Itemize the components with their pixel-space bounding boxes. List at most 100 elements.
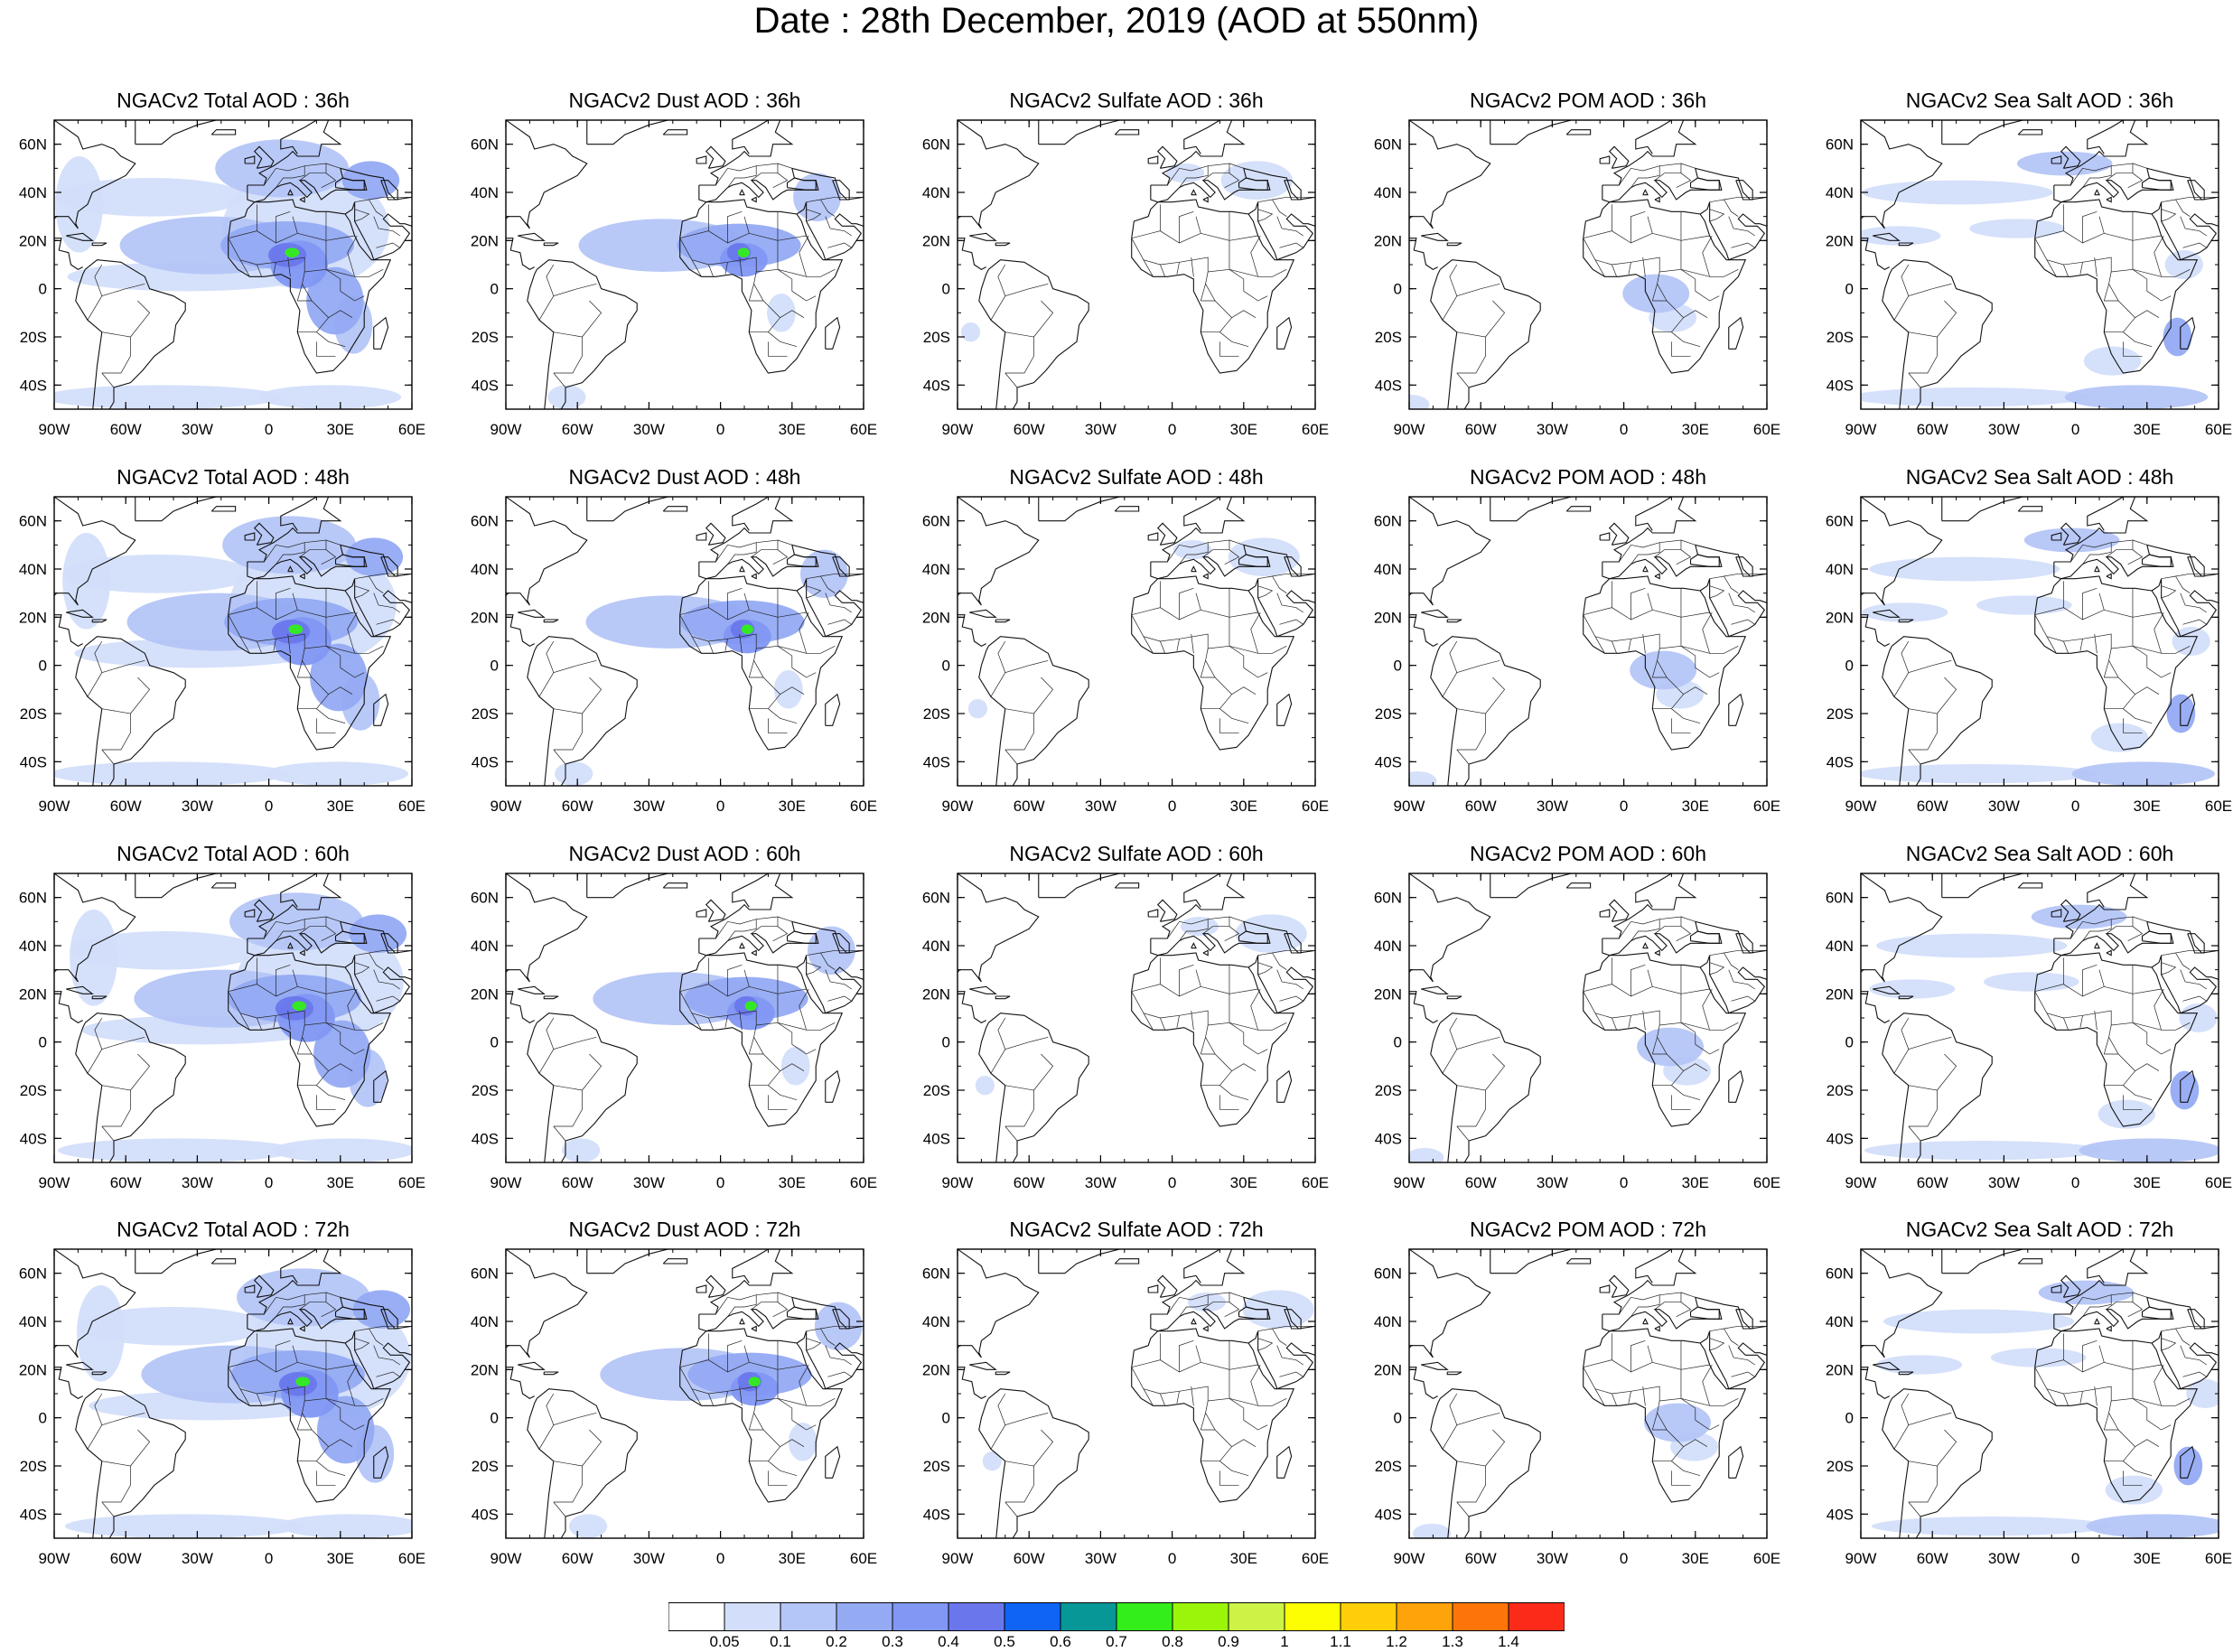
lon-tick-label: 0: [1620, 1174, 1628, 1191]
country-borders: [87, 1292, 412, 1517]
aod-field: [64, 1268, 412, 1538]
aod-blob: [741, 624, 753, 635]
lat-tick-label: 60N: [471, 1265, 499, 1283]
aod-field: [54, 139, 402, 409]
lon-tick-label: 60E: [1302, 1174, 1329, 1191]
lon-tick-label: 60W: [1917, 1550, 1948, 1567]
lat-tick-label: 40S: [1375, 1130, 1402, 1147]
lon-tick-label: 30E: [1682, 1174, 1709, 1191]
lat-tick-label: 40S: [20, 377, 47, 394]
aod-blob: [2098, 1099, 2156, 1129]
aod-blob: [1862, 602, 1948, 622]
lat-tick-label: 40S: [20, 753, 47, 770]
lon-tick-label: 60E: [2205, 1550, 2232, 1567]
aod-blob: [748, 1377, 761, 1386]
aod-field: [1861, 527, 2216, 786]
lat-tick-label: 60N: [1826, 136, 1854, 154]
aod-blob: [57, 1138, 296, 1162]
aod-blob: [77, 1285, 125, 1382]
lat-tick-label: 20N: [471, 609, 499, 626]
lat-tick-label: 0: [491, 1410, 499, 1427]
colorbar-swatch: [780, 1602, 837, 1631]
country-borders: [1442, 163, 1767, 388]
colorbar-swatch: [1284, 1602, 1341, 1631]
panel-title: NGACv2 Sulfate AOD : 36h: [1009, 89, 1263, 112]
lon-tick-label: 0: [716, 798, 724, 815]
lat-tick-label: 40S: [1375, 753, 1402, 770]
aod-field: [1871, 1280, 2219, 1538]
panel-title: NGACv2 Dust AOD : 72h: [569, 1218, 801, 1241]
aod-blob: [1883, 1309, 2075, 1334]
lon-tick-label: 90W: [491, 421, 522, 438]
aod-blob: [807, 926, 855, 975]
aod-blob: [70, 931, 261, 970]
lat-tick-label: 60N: [1374, 136, 1402, 154]
lon-tick-label: 90W: [1845, 421, 1877, 438]
aod-blob: [265, 761, 409, 786]
country-borders: [1893, 163, 2219, 388]
lat-tick-label: 40S: [1375, 377, 1402, 394]
lat-tick-label: 40N: [19, 1313, 47, 1330]
country-borders: [87, 539, 412, 765]
lat-tick-label: 20N: [922, 232, 950, 249]
lat-tick-label: 40N: [19, 938, 47, 955]
aod-blob: [1862, 180, 2053, 205]
country-borders: [538, 1292, 864, 1517]
colorbar-tick-label: 0.8: [1162, 1633, 1183, 1650]
map-panel: 60N 40N 20N 0 20S 40S 90W 60W 30W 0 30E 60E NGACv2 D…: [471, 842, 877, 1191]
lon-tick-label: 60W: [1014, 421, 1045, 438]
aod-blob: [1861, 226, 1941, 246]
colorbar-tick-label: 0.05: [709, 1633, 740, 1650]
aod-blob: [54, 385, 283, 409]
lat-tick-label: 20S: [1827, 705, 1854, 723]
country-borders: [87, 916, 412, 1142]
lon-tick-label: 60E: [398, 798, 425, 815]
lat-tick-label: 40N: [471, 184, 499, 201]
lon-tick-label: 0: [265, 1550, 273, 1567]
lat-tick-label: 20S: [923, 1082, 950, 1099]
panel-title: NGACv2 POM AOD : 60h: [1470, 842, 1706, 865]
aod-blob: [568, 1514, 608, 1538]
aod-blob: [2173, 1446, 2203, 1486]
lat-tick-label: 20S: [20, 705, 47, 723]
panel-title: NGACv2 Total AOD : 72h: [117, 1218, 350, 1241]
lon-tick-label: 60E: [850, 1550, 877, 1567]
aod-blob: [737, 247, 750, 257]
lon-tick-label: 60E: [1302, 798, 1329, 815]
lat-tick-label: 20N: [1826, 232, 1854, 249]
lat-tick-label: 20S: [1375, 705, 1402, 723]
aod-blob: [222, 516, 356, 574]
lon-tick-label: 30E: [1230, 421, 1257, 438]
aod-blob: [279, 1514, 412, 1538]
aod-blob: [2064, 385, 2209, 409]
country-borders: [538, 916, 864, 1142]
lat-tick-label: 40N: [1826, 1313, 1854, 1330]
lat-tick-label: 20S: [1375, 1458, 1402, 1475]
lon-tick-label: 30W: [1537, 798, 1568, 815]
aod-blob: [2179, 1003, 2218, 1032]
aod-blob: [788, 1423, 818, 1461]
aod-blob: [2172, 627, 2210, 656]
aod-blob: [1637, 1027, 1705, 1067]
lat-tick-label: 0: [942, 281, 950, 298]
panel-title: NGACv2 Dust AOD : 36h: [569, 89, 801, 112]
aod-blob: [1861, 764, 2097, 784]
lat-tick-label: 60N: [19, 136, 47, 154]
map-panel: 60N 40N 20N 0 20S 40S 90W 60W 30W 0 30E 60E NGACv2 S…: [1826, 1218, 2232, 1567]
panel-title: NGACv2 Sea Salt AOD : 48h: [1906, 465, 2174, 489]
map-panel: 60N 40N 20N 0 20S 40S 90W 60W 30W 0 30E 60E NGACv2 P…: [1374, 89, 1780, 438]
lat-tick-label: 40S: [472, 753, 499, 770]
colorbar-tick-label: 0.2: [826, 1633, 847, 1650]
aod-field: [1409, 1027, 1711, 1162]
aod-field: [1864, 904, 2219, 1162]
country-borders: [87, 163, 412, 388]
lon-tick-label: 30W: [1988, 1550, 2020, 1567]
lon-tick-label: 60E: [850, 798, 877, 815]
lon-tick-label: 0: [1168, 798, 1176, 815]
lat-tick-label: 40N: [19, 561, 47, 578]
lon-tick-label: 60W: [1465, 1174, 1497, 1191]
map-panel: 60N 40N 20N 0 20S 40S 90W 60W 30W 0 30E 60E NGACv2 T…: [19, 1218, 425, 1567]
aod-blob: [1869, 556, 2060, 582]
lat-tick-label: 40N: [1374, 938, 1402, 955]
panel-title: NGACv2 Sulfate AOD : 72h: [1009, 1218, 1263, 1241]
